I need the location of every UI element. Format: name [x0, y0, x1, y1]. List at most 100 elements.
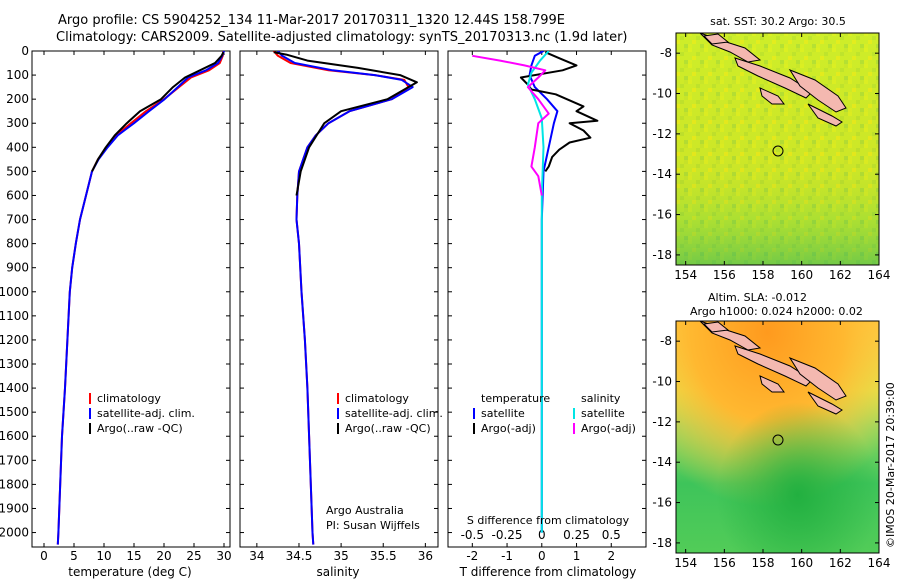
depth-axis: 0 100 200 300 400 500 600 700 800 900 1000 1100 1200…: [0, 44, 36, 540]
sst-map-ticks: 154 156 158 160 162 164 -8 -10 -12 -14 -16 -18: [652, 33, 890, 282]
legend-label-t-argo: Argo(-adj): [481, 422, 536, 435]
depth-tick-label: 1100: [0, 309, 29, 323]
x-tick-label: 2: [607, 549, 615, 563]
map-y-tick-label: -16: [652, 208, 672, 222]
map-y-tick-label: -14: [652, 455, 672, 469]
x-tick-label: 10: [96, 549, 111, 563]
island: [702, 321, 730, 333]
x-tick-label: 36: [418, 549, 433, 563]
x-tick-label: 1: [573, 549, 581, 563]
legend-label-satellite: satellite-adj. clim.: [97, 407, 195, 420]
legend-label-t-satellite: satellite: [481, 407, 525, 420]
map-x-tick-label: 154: [674, 556, 697, 570]
x-tick-label: 34.5: [286, 549, 313, 563]
map-x-tick-label: 160: [790, 268, 813, 282]
island: [788, 356, 847, 401]
difference-series: [472, 51, 599, 533]
x-tick-label: 5: [70, 549, 78, 563]
argo-position-marker: [772, 145, 784, 157]
map-y-tick-label: -10: [652, 375, 672, 389]
sst-map-title: sat. SST: 30.2 Argo: 30.5: [710, 15, 846, 28]
map-x-tick-label: 156: [713, 268, 736, 282]
map-y-tick-label: -10: [652, 87, 672, 101]
s-tick-label: -0.25: [492, 528, 523, 542]
s-tick-label: 0: [538, 528, 546, 542]
depth-tick-label: 1700: [0, 453, 29, 467]
depth-tick-label: 400: [6, 140, 29, 154]
series-line-salinity-satellite: [526, 51, 550, 533]
temperature-plot-frame: [31, 50, 231, 548]
sla-map-cool-anomaly: [676, 321, 879, 553]
series-line-temperature-argo-adj-: [519, 51, 599, 172]
legend-label-climatology: climatology: [97, 392, 161, 405]
difference-x-ticks: -2 -1 0 1 2 -0.5 -0.25 0 0.25 0.5: [448, 50, 646, 563]
map-x-tick-label: 154: [674, 268, 697, 282]
depth-tick-label: 700: [6, 213, 29, 227]
map-x-tick-label: 160: [790, 556, 813, 570]
sla-map-islands: [699, 321, 847, 415]
x-tick-label: 0: [40, 549, 48, 563]
salinity-plot-frame: [239, 50, 439, 548]
salinity-xlabel: salinity: [316, 565, 359, 579]
sst-map-shading: [676, 33, 879, 265]
depth-tick-label: 1400: [0, 381, 29, 395]
map-x-tick-label: 162: [829, 268, 852, 282]
series-line-argo-raw-qc-: [273, 51, 418, 196]
depth-tick-label: 1800: [0, 477, 29, 491]
map-x-tick-label: 158: [752, 268, 775, 282]
depth-tick-label: 200: [6, 92, 29, 106]
difference-xlabel: T difference from climatology: [459, 565, 637, 579]
salinity-x-ticks: 34 34.5 35 35.5 36: [240, 50, 438, 563]
island: [702, 33, 730, 45]
legend-label-argo: Argo(..raw -QC): [97, 422, 183, 435]
island: [759, 375, 785, 393]
x-tick-label: 30: [216, 549, 231, 563]
depth-tick-label: 800: [6, 237, 29, 251]
depth-tick-label: 1900: [0, 501, 29, 515]
x-tick-label: -1: [501, 549, 513, 563]
island: [734, 345, 813, 387]
depth-tick-label: 1000: [0, 285, 29, 299]
imos-footer: ©IMOS 20-Mar-2017 20:39:00: [884, 382, 897, 548]
map-y-tick-label: -18: [652, 248, 672, 262]
map-x-tick-label: 156: [713, 556, 736, 570]
x-tick-label: 34: [249, 549, 264, 563]
series-line-climatology: [56, 51, 225, 545]
sst-map: [676, 33, 879, 265]
s-tick-label: -0.5: [461, 528, 484, 542]
difference-legend: temperature satellite Argo(-adj) salinit…: [473, 392, 636, 435]
island: [788, 68, 847, 113]
annotation-pi: PI: Susan Wijffels: [326, 519, 420, 532]
sla-map-frame: [675, 320, 880, 554]
legend-label-satellite: satellite-adj. clim.: [345, 407, 443, 420]
island: [807, 391, 843, 415]
map-y-tick-label: -12: [652, 127, 672, 141]
sla-map-title-line2: Argo h1000: 0.024 h2000: 0.02: [690, 305, 863, 318]
header-line2: Climatology: CARS2009. Satellite-adjuste…: [56, 30, 628, 45]
annotation-argo-australia: Argo Australia: [326, 504, 404, 517]
x-tick-label: 15: [126, 549, 141, 563]
s-tick-label: 0.5: [602, 528, 621, 542]
map-x-tick-label: 158: [752, 556, 775, 570]
map-x-tick-label: 164: [868, 268, 891, 282]
depth-tick-label: 100: [6, 68, 29, 82]
sst-map-islands: [699, 33, 847, 127]
legend-header-temperature: temperature: [481, 392, 550, 405]
map-y-tick-label: -12: [652, 415, 672, 429]
temperature-series: [56, 51, 225, 545]
x-tick-label: -2: [466, 549, 478, 563]
depth-tick-label: 500: [6, 164, 29, 178]
island: [734, 57, 813, 99]
map-y-tick-label: -8: [660, 334, 672, 348]
sla-map: [676, 321, 879, 553]
legend-header-salinity: salinity: [581, 392, 621, 405]
x-tick-label: 20: [156, 549, 171, 563]
depth-tick-label: 300: [6, 116, 29, 130]
x-tick-label: 0: [538, 549, 546, 563]
series-line-satellite-adj-clim-: [56, 51, 225, 545]
temperature-legend: climatology satellite-adj. clim. Argo(..…: [89, 392, 195, 435]
series-line-argo-raw-qc-: [91, 51, 225, 172]
island: [807, 103, 843, 127]
sst-map-frame: [675, 32, 880, 266]
series-line-salinity-argo-adj-: [472, 54, 550, 196]
